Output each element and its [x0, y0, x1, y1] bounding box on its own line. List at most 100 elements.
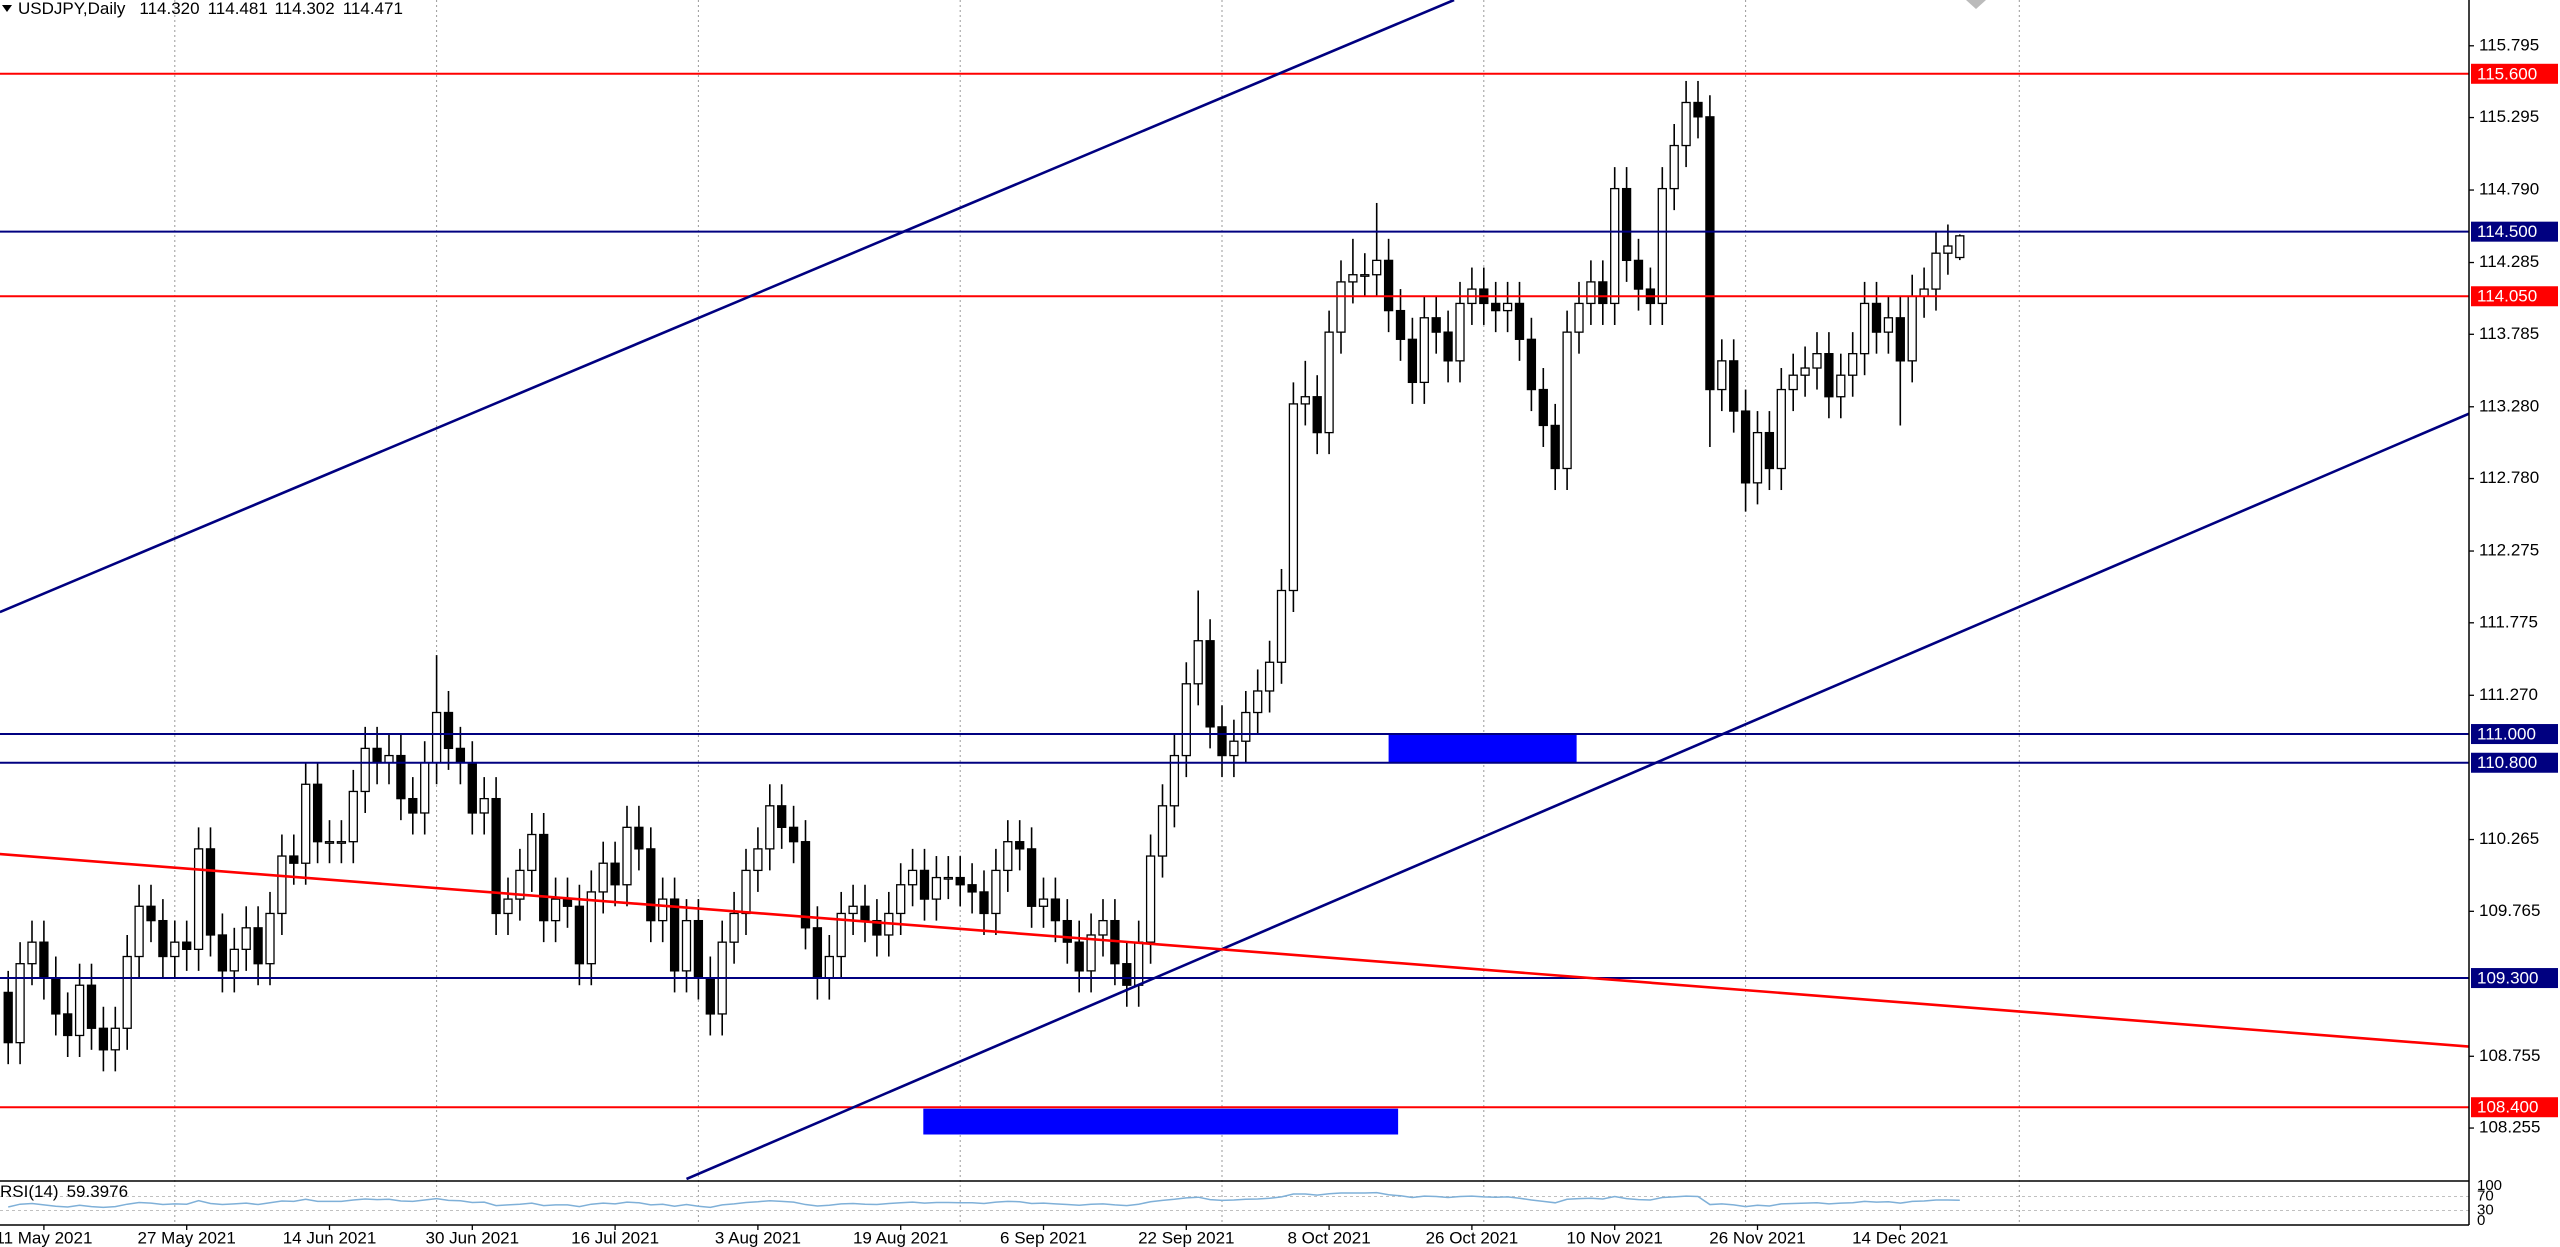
candle-body — [610, 862, 620, 886]
x-tick-label: 10 Nov 2021 — [1566, 1228, 1662, 1247]
level-label-box — [2471, 1097, 2558, 1118]
candle-body — [539, 833, 549, 922]
candle-body — [1169, 754, 1180, 807]
candle-body — [1312, 396, 1322, 434]
candle-body — [705, 977, 715, 1015]
candle-body — [86, 984, 97, 1029]
rsi-tick-label: 0 — [2477, 1212, 2485, 1229]
candle-body — [1431, 317, 1441, 333]
candle-body — [1015, 841, 1025, 850]
candle-body — [1276, 589, 1287, 663]
candle-body — [1919, 288, 1929, 297]
candle-body — [170, 941, 180, 958]
scroll-marker — [1966, 0, 1986, 9]
symbol-title: USDJPY,Daily — [18, 0, 126, 18]
trend-line — [0, 0, 1455, 614]
candle-body — [348, 790, 358, 843]
x-tick-label: 26 Oct 2021 — [1426, 1228, 1519, 1247]
candle-body — [360, 747, 370, 793]
candle-body — [503, 898, 513, 915]
candle-body — [1574, 302, 1584, 333]
candle-body — [1955, 235, 1965, 259]
candle-body — [1217, 726, 1227, 757]
x-tick-label: 6 Sep 2021 — [1000, 1228, 1087, 1247]
candle-body — [1681, 101, 1691, 147]
candle-body — [1514, 302, 1525, 340]
candle-body — [241, 927, 251, 950]
candle-body — [1562, 331, 1572, 470]
x-tick-label: 16 Jul 2021 — [571, 1228, 659, 1247]
level-label-box — [2471, 752, 2558, 773]
candle-body — [931, 876, 942, 900]
candle-body — [586, 891, 596, 965]
x-tick-label: 11 May 2021 — [0, 1228, 92, 1247]
candle-body — [634, 826, 644, 850]
candle-body — [753, 848, 763, 872]
candle-body — [1729, 360, 1739, 412]
candle-body — [1336, 281, 1346, 333]
candle-body — [384, 754, 394, 764]
candle-body — [955, 876, 965, 886]
candle-body — [1812, 353, 1822, 369]
candle-body — [1800, 367, 1810, 376]
candle-body — [74, 984, 85, 1037]
y-tick-label: 111.775 — [2479, 612, 2538, 631]
candle-body — [158, 919, 168, 958]
rsi-name: RSI(14) — [0, 1182, 59, 1201]
candle-body — [1883, 317, 1894, 333]
candle-body — [765, 805, 775, 850]
candle-body — [1229, 740, 1239, 757]
candle-body — [1098, 919, 1108, 936]
x-tick-label: 22 Sep 2021 — [1138, 1228, 1234, 1247]
candle-body — [991, 869, 1001, 915]
x-tick-label: 14 Jun 2021 — [283, 1228, 377, 1247]
level-label-box — [2471, 286, 2558, 307]
candle-body — [836, 912, 846, 958]
candle-body — [1360, 274, 1370, 277]
level-label: 114.500 — [2477, 222, 2537, 241]
candle-body — [1443, 331, 1453, 362]
zone — [1388, 734, 1577, 763]
candle-body — [277, 855, 287, 915]
candle-body — [110, 1027, 120, 1051]
candle-body — [788, 826, 799, 843]
candle-body — [301, 783, 311, 864]
candle-body — [812, 927, 823, 979]
candle-body — [1705, 116, 1715, 391]
x-tick-label: 26 Nov 2021 — [1709, 1228, 1805, 1247]
candle-body — [182, 941, 192, 950]
candle-body — [1859, 302, 1870, 355]
candle-body — [98, 1027, 109, 1051]
candle-body — [598, 862, 608, 893]
candle-body — [467, 762, 477, 814]
rsi-tick-label: 30 — [2477, 1201, 2494, 1218]
candle-body — [1693, 101, 1703, 118]
candle-body — [1205, 640, 1215, 728]
candle-body — [1824, 353, 1834, 398]
level-label-box — [2471, 63, 2558, 84]
candle-body — [122, 955, 132, 1029]
x-tick-label: 30 Jun 2021 — [426, 1228, 520, 1247]
candle-body — [1538, 388, 1548, 427]
candle-body — [1348, 274, 1358, 283]
trend-line — [685, 412, 2469, 1180]
rsi-tick-label: 70 — [2477, 1187, 2494, 1204]
candle-body — [907, 869, 918, 886]
candle-body — [253, 927, 263, 965]
y-tick-label: 113.785 — [2479, 324, 2539, 343]
rsi-line — [8, 1191, 1960, 1209]
candle-body — [443, 711, 454, 750]
ohlc-close: 114.471 — [343, 0, 403, 18]
candle-body — [63, 1013, 73, 1037]
y-tick-label: 108.255 — [2479, 1118, 2540, 1137]
candle-body — [336, 841, 347, 844]
candle-body — [1419, 317, 1429, 384]
rsi-area — [0, 1191, 2469, 1211]
candle-body — [979, 891, 989, 915]
candle-body — [658, 898, 668, 922]
candle-body — [1491, 302, 1501, 312]
level-label-box — [2471, 968, 2558, 989]
x-tick-label: 3 Aug 2021 — [715, 1228, 801, 1247]
ohlc-high: 114.481 — [208, 0, 268, 18]
